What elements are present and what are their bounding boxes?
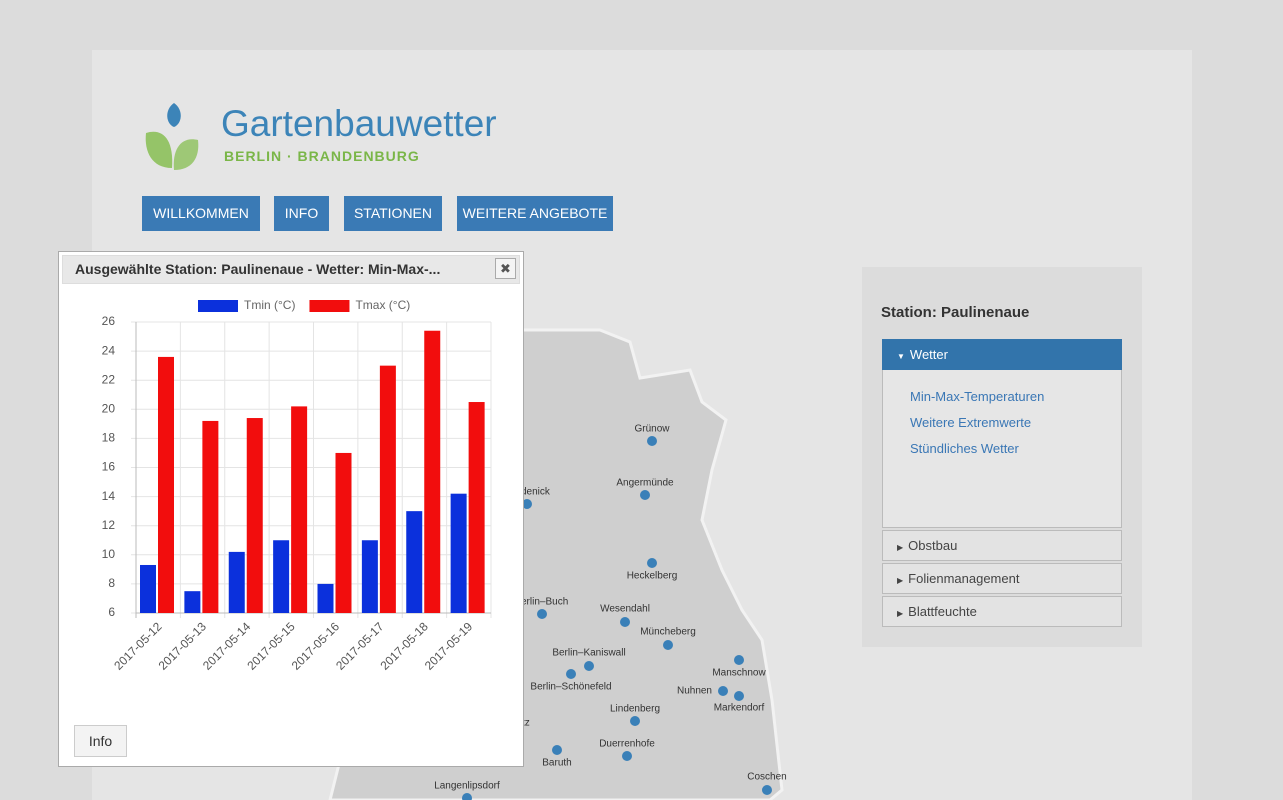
legend-label: Tmin (°C) — [244, 298, 295, 312]
bar — [273, 540, 290, 613]
accordion-header[interactable]: ▶ Folienmanagement — [882, 563, 1122, 594]
y-tick-label: 26 — [102, 314, 116, 328]
station-label: Berlin–Kaniswall — [552, 648, 625, 659]
y-tick-label: 18 — [102, 431, 116, 445]
station-dot — [718, 686, 728, 696]
legend-swatch — [198, 300, 238, 312]
y-tick-label: 8 — [108, 576, 115, 590]
y-tick-label: 10 — [102, 547, 116, 561]
station-dot — [663, 640, 673, 650]
station-label: Heckelberg — [627, 571, 678, 582]
nav-button[interactable]: WEITERE ANGEBOTE — [457, 196, 613, 231]
station-label: erlin–Buch — [521, 597, 568, 608]
nav-button[interactable]: STATIONEN — [344, 196, 442, 231]
accordion-label: Folienmanagement — [908, 571, 1020, 586]
dialog-titlebar — [62, 255, 520, 284]
y-tick-label: 22 — [102, 372, 116, 386]
dialog-title: Ausgewählte Station: Paulinenaue - Wette… — [75, 261, 441, 277]
accordion-label: Obstbau — [908, 538, 958, 553]
accordion-label: Wetter — [909, 347, 948, 362]
bar — [246, 418, 263, 613]
nav-button[interactable]: INFO — [274, 196, 329, 231]
panel-title: Station: Paulinenaue — [881, 304, 1030, 321]
station-dot — [622, 751, 632, 761]
station-dot — [762, 785, 772, 795]
bar — [335, 452, 352, 613]
y-tick-label: 6 — [108, 605, 115, 619]
bar — [450, 493, 467, 613]
station-label: denick — [521, 487, 551, 498]
station-label: Grünow — [634, 424, 670, 435]
station-label: Wesendahl — [600, 604, 650, 615]
station-dot — [537, 609, 547, 619]
bar — [468, 402, 485, 613]
dialog: Ausgewählte Station: Paulinenaue - Wette… — [58, 251, 524, 767]
station-dot — [462, 793, 472, 800]
station-dot — [647, 436, 657, 446]
station-label: Berlin–Schönefeld — [530, 682, 611, 693]
station-label: Markendorf — [714, 703, 765, 714]
station-dot — [584, 661, 594, 671]
menu-link[interactable]: Weitere Extremwerte — [910, 415, 1032, 430]
bar — [184, 591, 201, 613]
station-dot — [552, 745, 562, 755]
station-label: Nuhnen — [677, 686, 712, 697]
station-dot — [647, 558, 657, 568]
accordion-label: Blattfeuchte — [908, 604, 977, 619]
accordion-header[interactable]: ▶ Obstbau — [882, 530, 1122, 561]
bar — [158, 356, 174, 613]
y-tick-label: 24 — [102, 343, 116, 357]
info-button[interactable]: Info — [74, 725, 127, 757]
y-tick-label: 20 — [102, 401, 116, 415]
bar — [140, 564, 156, 613]
bar — [424, 330, 441, 613]
station-dot — [734, 655, 744, 665]
station-dot — [522, 499, 532, 509]
station-label: Manschnow — [712, 668, 766, 679]
bar — [406, 511, 423, 613]
station-label: Müncheberg — [640, 627, 696, 638]
menu-link[interactable]: Stündliches Wetter — [910, 441, 1019, 456]
logo-subtitle: BERLIN · BRANDENBURG — [224, 148, 420, 164]
bar — [361, 540, 378, 613]
station-label: Baruth — [542, 758, 571, 769]
bar — [228, 551, 245, 613]
x-tick-label: 2017-05-19 — [422, 619, 476, 673]
station-dot — [734, 691, 744, 701]
station-dot — [630, 716, 640, 726]
logo-icon — [145, 103, 199, 170]
bar — [379, 365, 396, 613]
station-label: tz — [522, 718, 530, 729]
logo-title: Gartenbauwetter — [221, 103, 497, 144]
close-button[interactable]: ✖ — [495, 258, 516, 279]
station-dot — [640, 490, 650, 500]
menu-link[interactable]: Min-Max-Temperaturen — [910, 389, 1045, 404]
bar — [202, 420, 219, 613]
bar — [291, 406, 308, 613]
chart: 6 8 10 12 14 16 18 20 22 24 26 Tmin (°C) Tmax (°C) 20… — [102, 298, 492, 673]
station-label: Angermünde — [616, 478, 674, 489]
accordion-header[interactable]: ▶ Blattfeuchte — [882, 596, 1122, 627]
bar — [317, 583, 334, 613]
accordion-header[interactable]: ▼ Wetter — [882, 339, 1122, 371]
station-label: Lindenberg — [610, 704, 660, 715]
station-label: Langenlipsdorf — [434, 781, 500, 792]
station-label: Duerrenhofe — [599, 739, 655, 750]
legend-swatch — [309, 300, 350, 312]
station-label: Coschen — [747, 772, 786, 783]
nav-button[interactable]: WILLKOMMEN — [142, 196, 260, 231]
accordion-content — [882, 370, 1122, 528]
y-tick-label: 12 — [102, 518, 116, 532]
y-tick-label: 16 — [102, 460, 116, 474]
station-dot — [566, 669, 576, 679]
station-dot — [620, 617, 630, 627]
legend-label: Tmax (°C) — [355, 298, 410, 312]
y-tick-label: 14 — [102, 489, 116, 503]
